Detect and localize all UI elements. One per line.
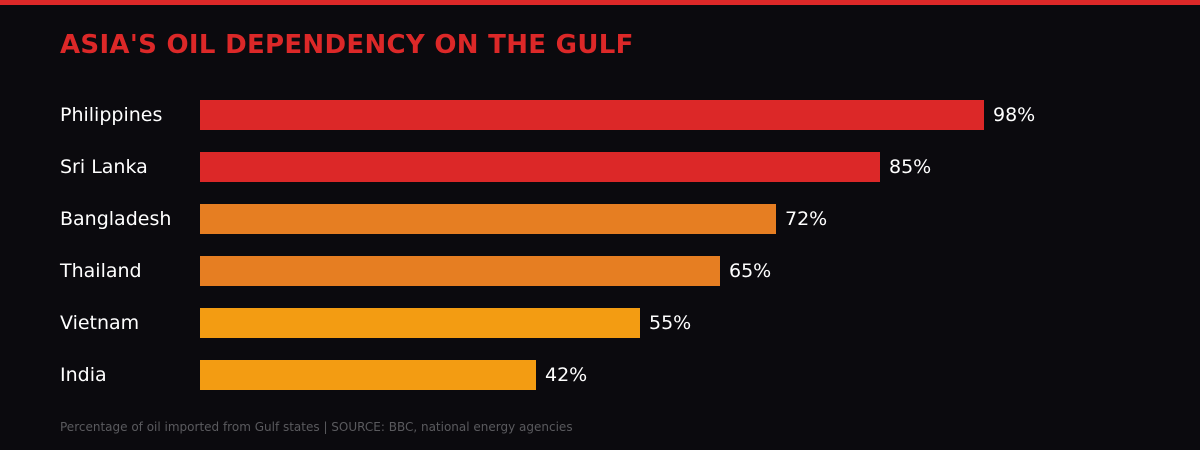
bar-philippines [200, 100, 984, 130]
value-label: 72% [785, 208, 828, 230]
value-label: 65% [729, 260, 772, 282]
value-label: 55% [649, 312, 692, 334]
category-label: Bangladesh [60, 208, 172, 230]
category-label: Thailand [60, 260, 142, 282]
category-label: India [60, 364, 107, 386]
value-label: 85% [889, 156, 932, 178]
bar-thailand [200, 256, 720, 286]
bar-sri-lanka [200, 152, 880, 182]
top-accent-bar [0, 0, 1200, 5]
bar-bangladesh [200, 204, 776, 234]
chart-footnote: Percentage of oil imported from Gulf sta… [60, 420, 573, 434]
chart-title: ASIA'S OIL DEPENDENCY ON THE GULF [60, 30, 634, 60]
bar-vietnam [200, 308, 640, 338]
category-label: Vietnam [60, 312, 140, 334]
value-label: 42% [545, 364, 588, 386]
bar-india [200, 360, 536, 390]
category-label: Philippines [60, 104, 163, 126]
category-label: Sri Lanka [60, 156, 148, 178]
value-label: 98% [993, 104, 1036, 126]
